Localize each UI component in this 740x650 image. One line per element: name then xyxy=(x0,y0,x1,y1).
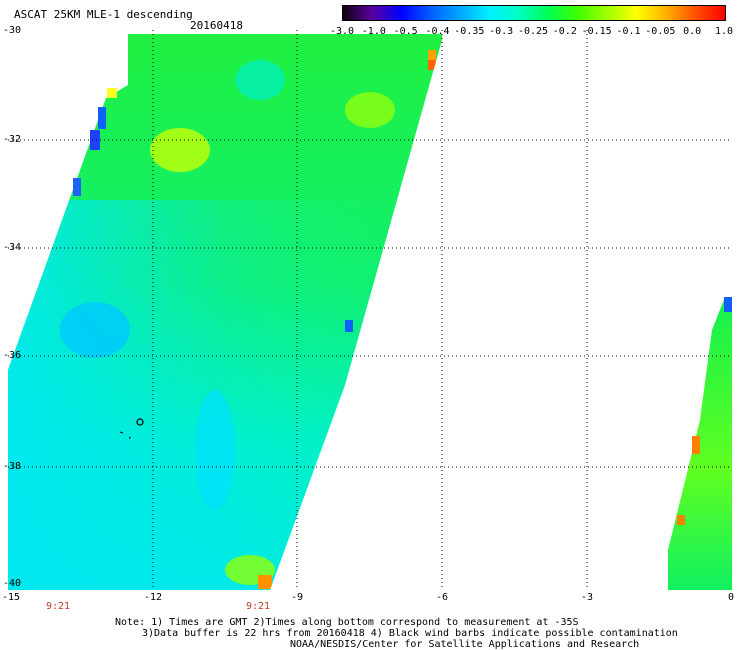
lat-label: -40 xyxy=(3,578,22,589)
graticule xyxy=(8,30,732,590)
colorbar-tick-label: 0.0 xyxy=(683,26,702,37)
lon-label: -12 xyxy=(143,592,163,603)
swath-left xyxy=(8,34,442,590)
lat-label: -38 xyxy=(3,461,22,472)
lat-label: -30 xyxy=(3,25,22,36)
colorbar-tick-label: -0.25 xyxy=(517,26,549,37)
colorbar-tick-label: -0.35 xyxy=(454,26,485,37)
colorbar-tick-label: -1.0 xyxy=(361,26,386,37)
colorbar-tick-label: -0.4 xyxy=(425,26,450,37)
chart-title: ASCAT 25KM MLE-1 descending xyxy=(14,8,193,21)
contamination-barbs xyxy=(119,418,144,439)
lon-label: -9 xyxy=(290,592,304,603)
colorbar-tick-label: -0.5 xyxy=(393,26,418,37)
lon-label: -15 xyxy=(1,592,21,603)
swath-right xyxy=(668,297,732,590)
colorbar-tick-label: -0.15 xyxy=(581,26,612,37)
colorbar-tick-label: -0.1 xyxy=(616,26,641,37)
colorbar-tick-label: -0.2 xyxy=(552,26,577,37)
lat-label: -34 xyxy=(3,242,22,253)
colorbar-tick-label: -0.3 xyxy=(489,26,514,37)
colorbar-tick-label: 1.0 xyxy=(714,26,734,37)
time-label: 9:21 xyxy=(45,601,71,612)
colorbar-tick-label: -0.05 xyxy=(645,26,676,37)
chart-date: 20160418 xyxy=(190,19,243,32)
lon-label: -6 xyxy=(435,592,449,603)
lon-label: -3 xyxy=(580,592,594,603)
note-line-3: NOAA/NESDIS/Center for Satellite Applica… xyxy=(290,639,640,650)
lat-label: -32 xyxy=(3,134,22,145)
colorbar-tick-label: -3.0 xyxy=(329,26,355,37)
time-label: 9:21 xyxy=(245,601,271,612)
lat-label: -36 xyxy=(3,350,22,361)
colorbar xyxy=(342,5,726,21)
lon-label: 0 xyxy=(727,592,735,603)
note-line-1: Note: 1) Times are GMT 2)Times along bot… xyxy=(115,617,579,628)
note-line-2: 3)Data buffer is 22 hrs from 20160418 4)… xyxy=(142,628,678,639)
